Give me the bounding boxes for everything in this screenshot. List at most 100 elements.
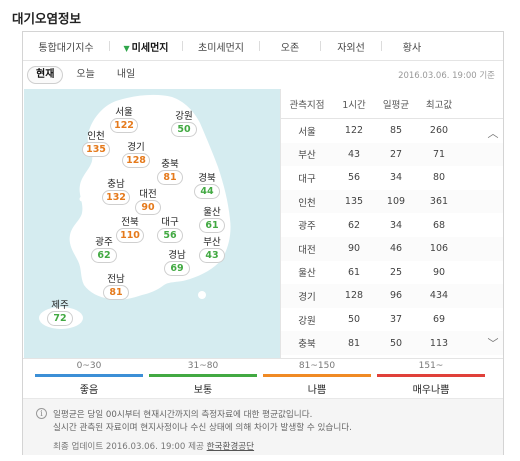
day-today-button[interactable]: 오늘 — [76, 69, 95, 80]
tab-fine-dust[interactable]: ▼ 미세먼지 — [110, 39, 182, 54]
note-line: 실시간 관측된 자료이며 현지사정이나 수신 상태에 의해 차이가 발생할 수 … — [53, 423, 352, 433]
cell-daily-avg: 37 — [389, 314, 403, 326]
tab-ultrafine-dust[interactable]: 초미세먼지 — [183, 39, 259, 54]
table-row: 강원 50 37 69 — [281, 308, 503, 332]
city-marker-gangwon[interactable]: 강원 50 — [164, 111, 204, 137]
tab-uv[interactable]: 자외선 — [321, 39, 381, 54]
cell-station: 광주 — [298, 221, 316, 233]
city-value: 43 — [199, 248, 225, 263]
legend-good: 0~30 좋음 — [35, 359, 143, 396]
tab-label: 통합대기지수 — [38, 42, 94, 54]
cell-max: 71 — [432, 148, 446, 160]
city-name: 충남 — [107, 179, 125, 190]
cell-hourly: 122 — [344, 125, 364, 137]
city-name: 경남 — [168, 250, 186, 261]
city-marker-incheon[interactable]: 인천 135 — [76, 131, 116, 157]
table-body: 서울 122 85 260 부산 43 27 71 대구 56 34 80 인천 135 109 361… — [281, 119, 503, 355]
station-table: 관측지점 1시간 일평균 최고값 서울 122 85 260 부산 43 27 71 대구 5… — [280, 89, 503, 358]
cell-hourly: 90 — [347, 243, 361, 255]
legend-label: 보통 — [193, 385, 213, 396]
tab-yellow-dust[interactable]: 황사 — [382, 39, 442, 54]
table-row: 부산 43 27 71 — [281, 142, 503, 167]
cell-hourly: 61 — [347, 266, 361, 278]
city-name: 인천 — [87, 131, 105, 142]
legend-bar — [149, 374, 257, 377]
cell-daily-avg: 109 — [386, 196, 406, 208]
chevron-down-icon: ▼ — [123, 43, 130, 53]
cell-daily-avg: 46 — [389, 243, 403, 255]
city-value: 135 — [82, 142, 110, 157]
city-marker-daegu[interactable]: 대구 56 — [150, 217, 190, 243]
table-header: 관측지점 1시간 일평균 최고값 — [281, 89, 503, 119]
cell-daily-avg: 50 — [389, 337, 403, 349]
table-row: 광주 62 34 68 — [281, 213, 503, 237]
city-marker-gyeongnam[interactable]: 경남 69 — [157, 250, 197, 276]
city-name: 대전 — [139, 189, 157, 200]
cell-max: 69 — [432, 314, 446, 326]
city-value: 81 — [157, 170, 183, 185]
city-marker-seoul[interactable]: 서울 122 — [104, 107, 144, 133]
provider-link[interactable]: 한국환경공단 — [206, 442, 255, 452]
cell-max: 106 — [429, 243, 449, 255]
legend-range: 151~ — [418, 361, 444, 371]
city-marker-busan[interactable]: 부산 43 — [192, 237, 232, 263]
tab-label: 오존 — [280, 42, 300, 54]
city-marker-jeju[interactable]: 제주 72 — [40, 300, 80, 326]
city-value: 81 — [103, 285, 129, 300]
cell-hourly: 135 — [344, 196, 364, 208]
cell-hourly: 56 — [347, 172, 361, 184]
update-text: 최종 업데이트 2016.03.06. 19:00 제공 — [53, 442, 204, 452]
cell-daily-avg: 96 — [389, 290, 403, 302]
cell-station: 울산 — [298, 268, 316, 280]
city-name: 충북 — [161, 159, 179, 170]
table-row: 인천 135 109 361 — [281, 189, 503, 214]
city-marker-gyeonggi[interactable]: 경기 128 — [116, 142, 156, 168]
city-value: 61 — [199, 218, 225, 233]
cell-hourly: 62 — [347, 219, 361, 231]
city-marker-jeonbuk[interactable]: 전북 110 — [110, 217, 150, 243]
tab-divider — [259, 41, 260, 51]
column-header-daily-avg: 일평균 — [382, 99, 410, 111]
cell-daily-avg: 34 — [389, 219, 403, 231]
legend-bar — [263, 374, 371, 377]
city-marker-chungnam[interactable]: 충남 132 — [96, 179, 136, 205]
city-marker-gyeongbuk[interactable]: 경북 44 — [187, 173, 227, 199]
city-value: 122 — [110, 118, 138, 133]
day-tomorrow-button[interactable]: 내일 — [116, 69, 136, 80]
tab-label: 초미세먼지 — [198, 42, 244, 54]
page-title: 대기오염정보 — [12, 11, 82, 26]
notes-box: i 일평균은 당일 00시부터 현재시간까지의 측정자료에 대한 평균값입니다.… — [23, 398, 503, 455]
city-marker-gwangju[interactable]: 광주 62 — [84, 237, 124, 263]
city-name: 부산 — [203, 237, 221, 248]
city-marker-ulsan[interactable]: 울산 61 — [192, 207, 232, 233]
chevron-down-icon[interactable]: ﹀ — [487, 337, 499, 350]
city-marker-jeonnam[interactable]: 전남 81 — [96, 274, 136, 300]
info-icon: i — [36, 408, 47, 419]
tab-label: 자외선 — [337, 42, 365, 54]
day-now-button[interactable]: 현재 — [27, 66, 64, 84]
table-row: 충북 81 50 113 — [281, 331, 503, 355]
cell-station: 충북 — [298, 339, 316, 351]
city-value: 128 — [122, 153, 150, 168]
level-legend: 0~30 좋음 31~80 보통 81~150 나쁨 151~ 매우나쁨 — [23, 358, 503, 396]
table-row: 경기 128 96 434 — [281, 284, 503, 308]
tab-label: 황사 — [402, 42, 422, 54]
air-quality-panel: 통합대기지수 ▼ 미세먼지 초미세먼지 오존 자외선 황사 현재 오늘 내일 20… — [22, 31, 504, 455]
legend-label: 매우나쁨 — [412, 385, 450, 396]
city-value: 72 — [47, 311, 73, 326]
cell-station: 부산 — [298, 150, 316, 162]
cell-daily-avg: 85 — [389, 125, 403, 137]
tab-ozone[interactable]: 오존 — [260, 39, 320, 54]
city-marker-daejeon[interactable]: 대전 90 — [128, 189, 168, 215]
tab-divider — [381, 41, 382, 51]
city-name: 전북 — [121, 217, 139, 228]
city-marker-chungbuk[interactable]: 충북 81 — [150, 159, 190, 185]
tab-integrated-index[interactable]: 통합대기지수 — [23, 39, 109, 54]
cell-hourly: 50 — [347, 314, 361, 326]
tab-divider — [182, 41, 183, 51]
chevron-up-icon[interactable]: ︿ — [487, 127, 499, 140]
legend-bad: 81~150 나쁨 — [263, 359, 371, 396]
table-scrollbar[interactable]: ︿ ﹀ — [482, 119, 503, 358]
cell-station: 강원 — [298, 315, 316, 327]
legend-label: 나쁨 — [307, 385, 327, 396]
